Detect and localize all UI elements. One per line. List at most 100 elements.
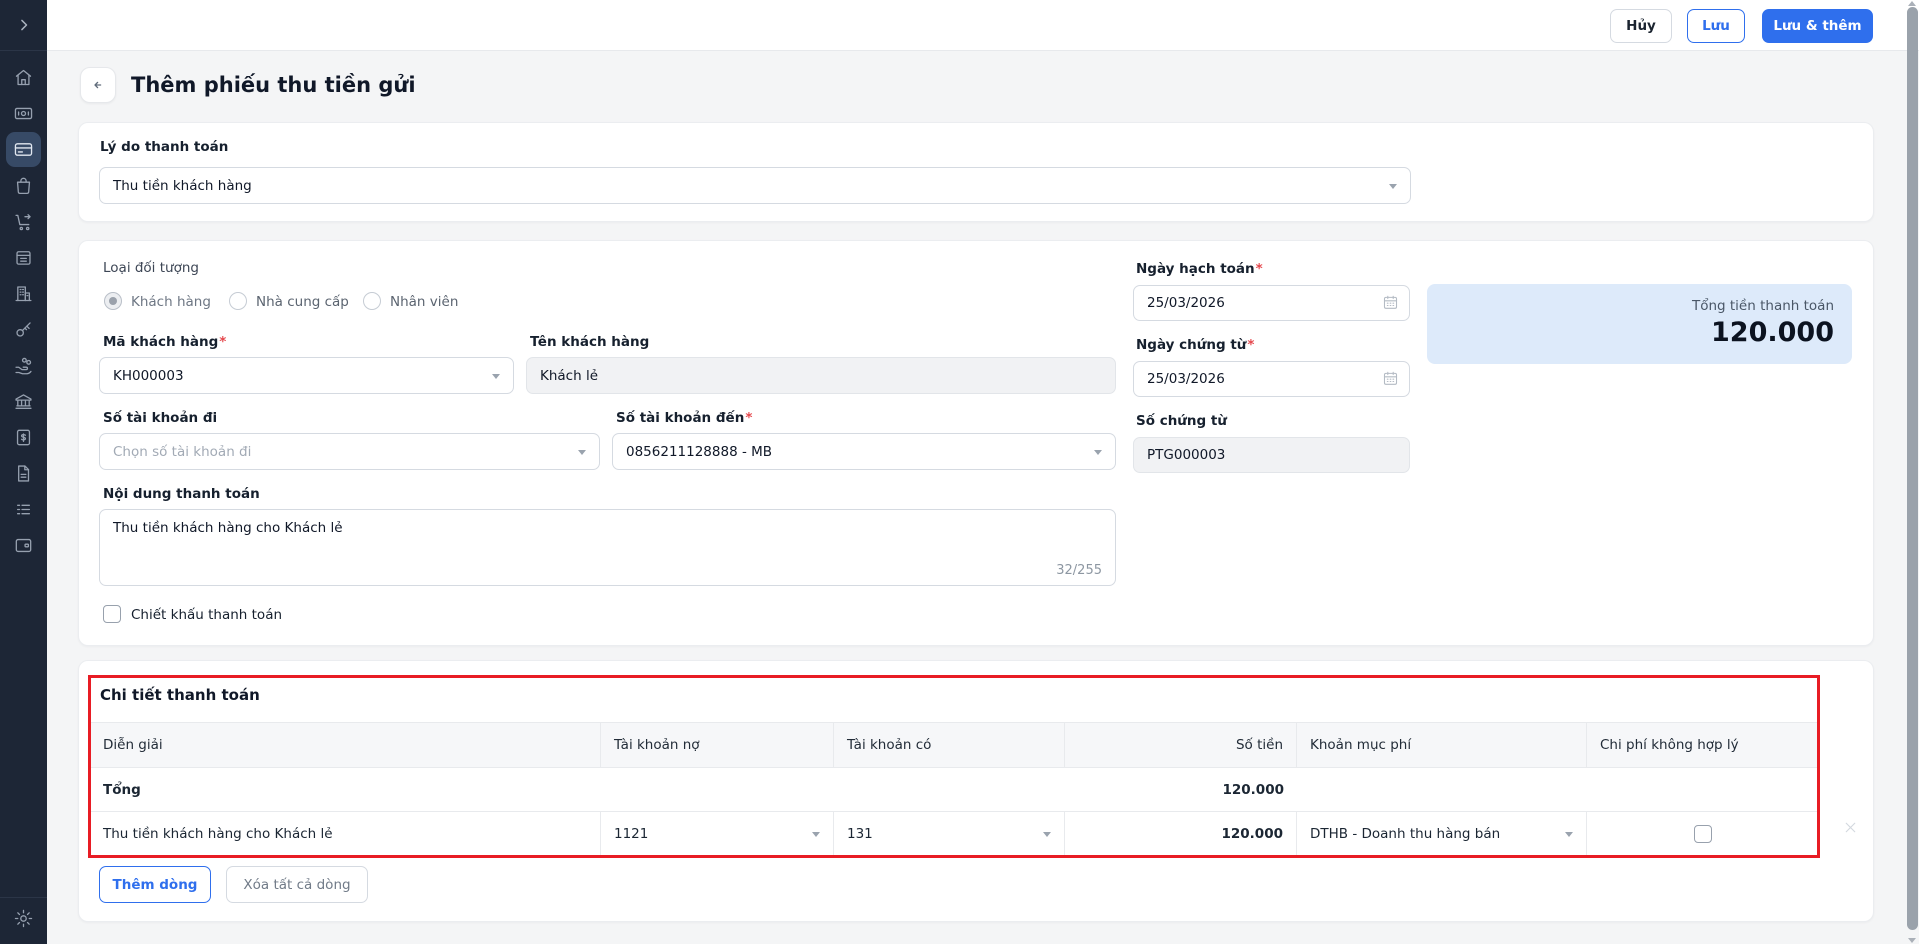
sidebar-expand-button[interactable] xyxy=(0,0,47,51)
cancel-button[interactable]: Hủy xyxy=(1610,9,1672,43)
row-description-cell[interactable]: Thu tiền khách hàng cho Khách lẻ xyxy=(90,812,601,855)
sidebar-item-purchases[interactable] xyxy=(0,168,47,203)
hand-coins-icon xyxy=(15,357,32,375)
table-header-row: Diễn giải Tài khoản nợ Tài khoản có Số t… xyxy=(90,722,1818,768)
account-from-select[interactable]: Chọn số tài khoản đi xyxy=(99,433,600,470)
total-row-amount: 120.000 xyxy=(1222,781,1285,798)
scrollbar-down-arrow[interactable] xyxy=(1908,938,1916,943)
detail-title: Chi tiết thanh toán xyxy=(100,686,260,704)
file-text-icon xyxy=(18,465,30,482)
add-row-button[interactable]: Thêm dòng xyxy=(99,866,211,903)
row-amount-cell[interactable]: 120.000 xyxy=(1065,812,1297,855)
reason-select[interactable]: Thu tiền khách hàng xyxy=(99,167,1411,204)
posting-date-input[interactable]: 25/03/2026 xyxy=(1133,285,1410,321)
object-type-label: Loại đối tượng xyxy=(103,260,199,276)
calendar-icon[interactable] xyxy=(1382,370,1399,391)
customer-name-input: Khách lẻ xyxy=(526,357,1116,394)
document-no-label: Số chứng từ xyxy=(1136,413,1227,429)
chevron-down-icon xyxy=(1094,449,1102,455)
sidebar-item-bank[interactable] xyxy=(0,384,47,419)
char-counter: 32/255 xyxy=(1056,563,1102,578)
sidebar xyxy=(0,0,47,944)
sidebar-item-sales[interactable] xyxy=(0,204,47,239)
home-icon xyxy=(15,69,32,86)
sidebar-item-invoices[interactable] xyxy=(0,420,47,455)
reason-label: Lý do thanh toán xyxy=(100,139,229,155)
radio-employee[interactable] xyxy=(363,292,381,310)
row-fee-select[interactable]: DTHB - Doanh thu hàng bán xyxy=(1297,812,1587,855)
calendar-icon[interactable] xyxy=(1382,294,1399,315)
radio-customer-label: Khách hàng xyxy=(131,294,211,310)
sidebar-item-wallet[interactable] xyxy=(0,528,47,563)
table-total-row: Tổng 120.000 xyxy=(90,768,1818,812)
discount-checkbox[interactable] xyxy=(103,605,121,623)
sidebar-item-tools[interactable] xyxy=(0,312,47,347)
col-invalid-expense: Chi phí không hợp lý xyxy=(1600,737,1739,753)
shopping-bag-icon xyxy=(16,177,31,195)
sidebar-item-organization[interactable] xyxy=(0,276,47,311)
radio-supplier-label: Nhà cung cấp xyxy=(256,294,349,310)
payment-content-textarea[interactable]: Thu tiền khách hàng cho Khách lẻ 32/255 xyxy=(99,509,1116,586)
sidebar-item-lists[interactable] xyxy=(0,492,47,527)
sidebar-item-income[interactable] xyxy=(0,348,47,383)
save-and-add-button[interactable]: Lưu & thêm xyxy=(1762,9,1873,43)
account-to-select[interactable]: 0856211128888 - MB xyxy=(612,433,1116,470)
col-credit-account: Tài khoản có xyxy=(834,723,1065,767)
total-amount-label: Tổng tiền thanh toán xyxy=(1691,298,1834,314)
back-button[interactable] xyxy=(80,67,116,103)
delete-all-rows-button[interactable]: Xóa tất cả dòng xyxy=(226,866,368,903)
sidebar-divider xyxy=(0,897,47,898)
sidebar-item-settings[interactable] xyxy=(0,901,47,936)
document-date-label: Ngày chứng từ* xyxy=(1136,337,1255,353)
sidebar-item-cash[interactable] xyxy=(0,96,47,131)
sidebar-item-bank-deposit[interactable] xyxy=(6,132,41,167)
invalid-expense-checkbox[interactable] xyxy=(1693,824,1712,843)
row-invalid-expense-cell xyxy=(1587,812,1818,855)
document-no-input: PTG000003 xyxy=(1133,437,1410,473)
bank-icon xyxy=(15,394,32,409)
chevron-down-icon xyxy=(1389,183,1397,189)
sidebar-item-home[interactable] xyxy=(0,60,47,95)
total-amount-value: 120.000 xyxy=(1711,317,1834,348)
row-debit-select[interactable]: 1121 xyxy=(601,812,834,855)
chevron-down-icon xyxy=(1565,831,1573,837)
topbar xyxy=(47,0,1919,51)
scrollbar-thumb[interactable] xyxy=(1907,7,1918,930)
customer-name-label: Tên khách hàng xyxy=(530,334,650,350)
shopping-cart-icon xyxy=(15,214,31,231)
close-icon xyxy=(1845,822,1856,833)
chevron-down-icon xyxy=(1043,831,1051,837)
document-date-input[interactable]: 25/03/2026 xyxy=(1133,361,1410,397)
table-row: Thu tiền khách hàng cho Khách lẻ 1121 13… xyxy=(90,812,1818,856)
arrow-left-icon xyxy=(94,81,102,89)
wallet-icon xyxy=(15,538,32,553)
posting-date-label: Ngày hạch toán* xyxy=(1136,261,1263,277)
cash-document-icon xyxy=(16,429,31,446)
col-debit-account: Tài khoản nợ xyxy=(601,723,834,767)
account-to-label: Số tài khoản đến* xyxy=(616,410,753,426)
col-amount: Số tiền xyxy=(1065,723,1297,767)
radio-supplier[interactable] xyxy=(229,292,247,310)
chevron-down-icon xyxy=(578,449,586,455)
radio-customer[interactable] xyxy=(104,292,122,310)
chevron-down-icon xyxy=(492,373,500,379)
scrollbar-up-arrow[interactable] xyxy=(1908,1,1916,6)
total-row-label: Tổng xyxy=(103,781,141,798)
payment-content-label: Nội dung thanh toán xyxy=(103,486,260,502)
total-amount-panel: Tổng tiền thanh toán 120.000 xyxy=(1427,284,1852,364)
gear-icon xyxy=(14,909,33,928)
credit-card-icon xyxy=(14,143,33,156)
save-button[interactable]: Lưu xyxy=(1687,9,1745,43)
sidebar-item-documents[interactable] xyxy=(0,456,47,491)
customer-code-select[interactable]: KH000003 xyxy=(99,357,514,394)
chevron-right-icon xyxy=(20,19,27,31)
row-credit-select[interactable]: 131 xyxy=(834,812,1065,855)
sidebar-item-warehouse[interactable] xyxy=(0,240,47,275)
account-from-label: Số tài khoản đi xyxy=(103,410,218,426)
col-fee-category: Khoản mục phí xyxy=(1297,723,1587,767)
delete-row-button[interactable] xyxy=(1842,819,1859,840)
banknote-icon xyxy=(14,107,33,120)
building-icon xyxy=(15,286,32,302)
customer-code-label: Mã khách hàng* xyxy=(103,334,227,350)
col-description: Diễn giải xyxy=(90,723,601,767)
